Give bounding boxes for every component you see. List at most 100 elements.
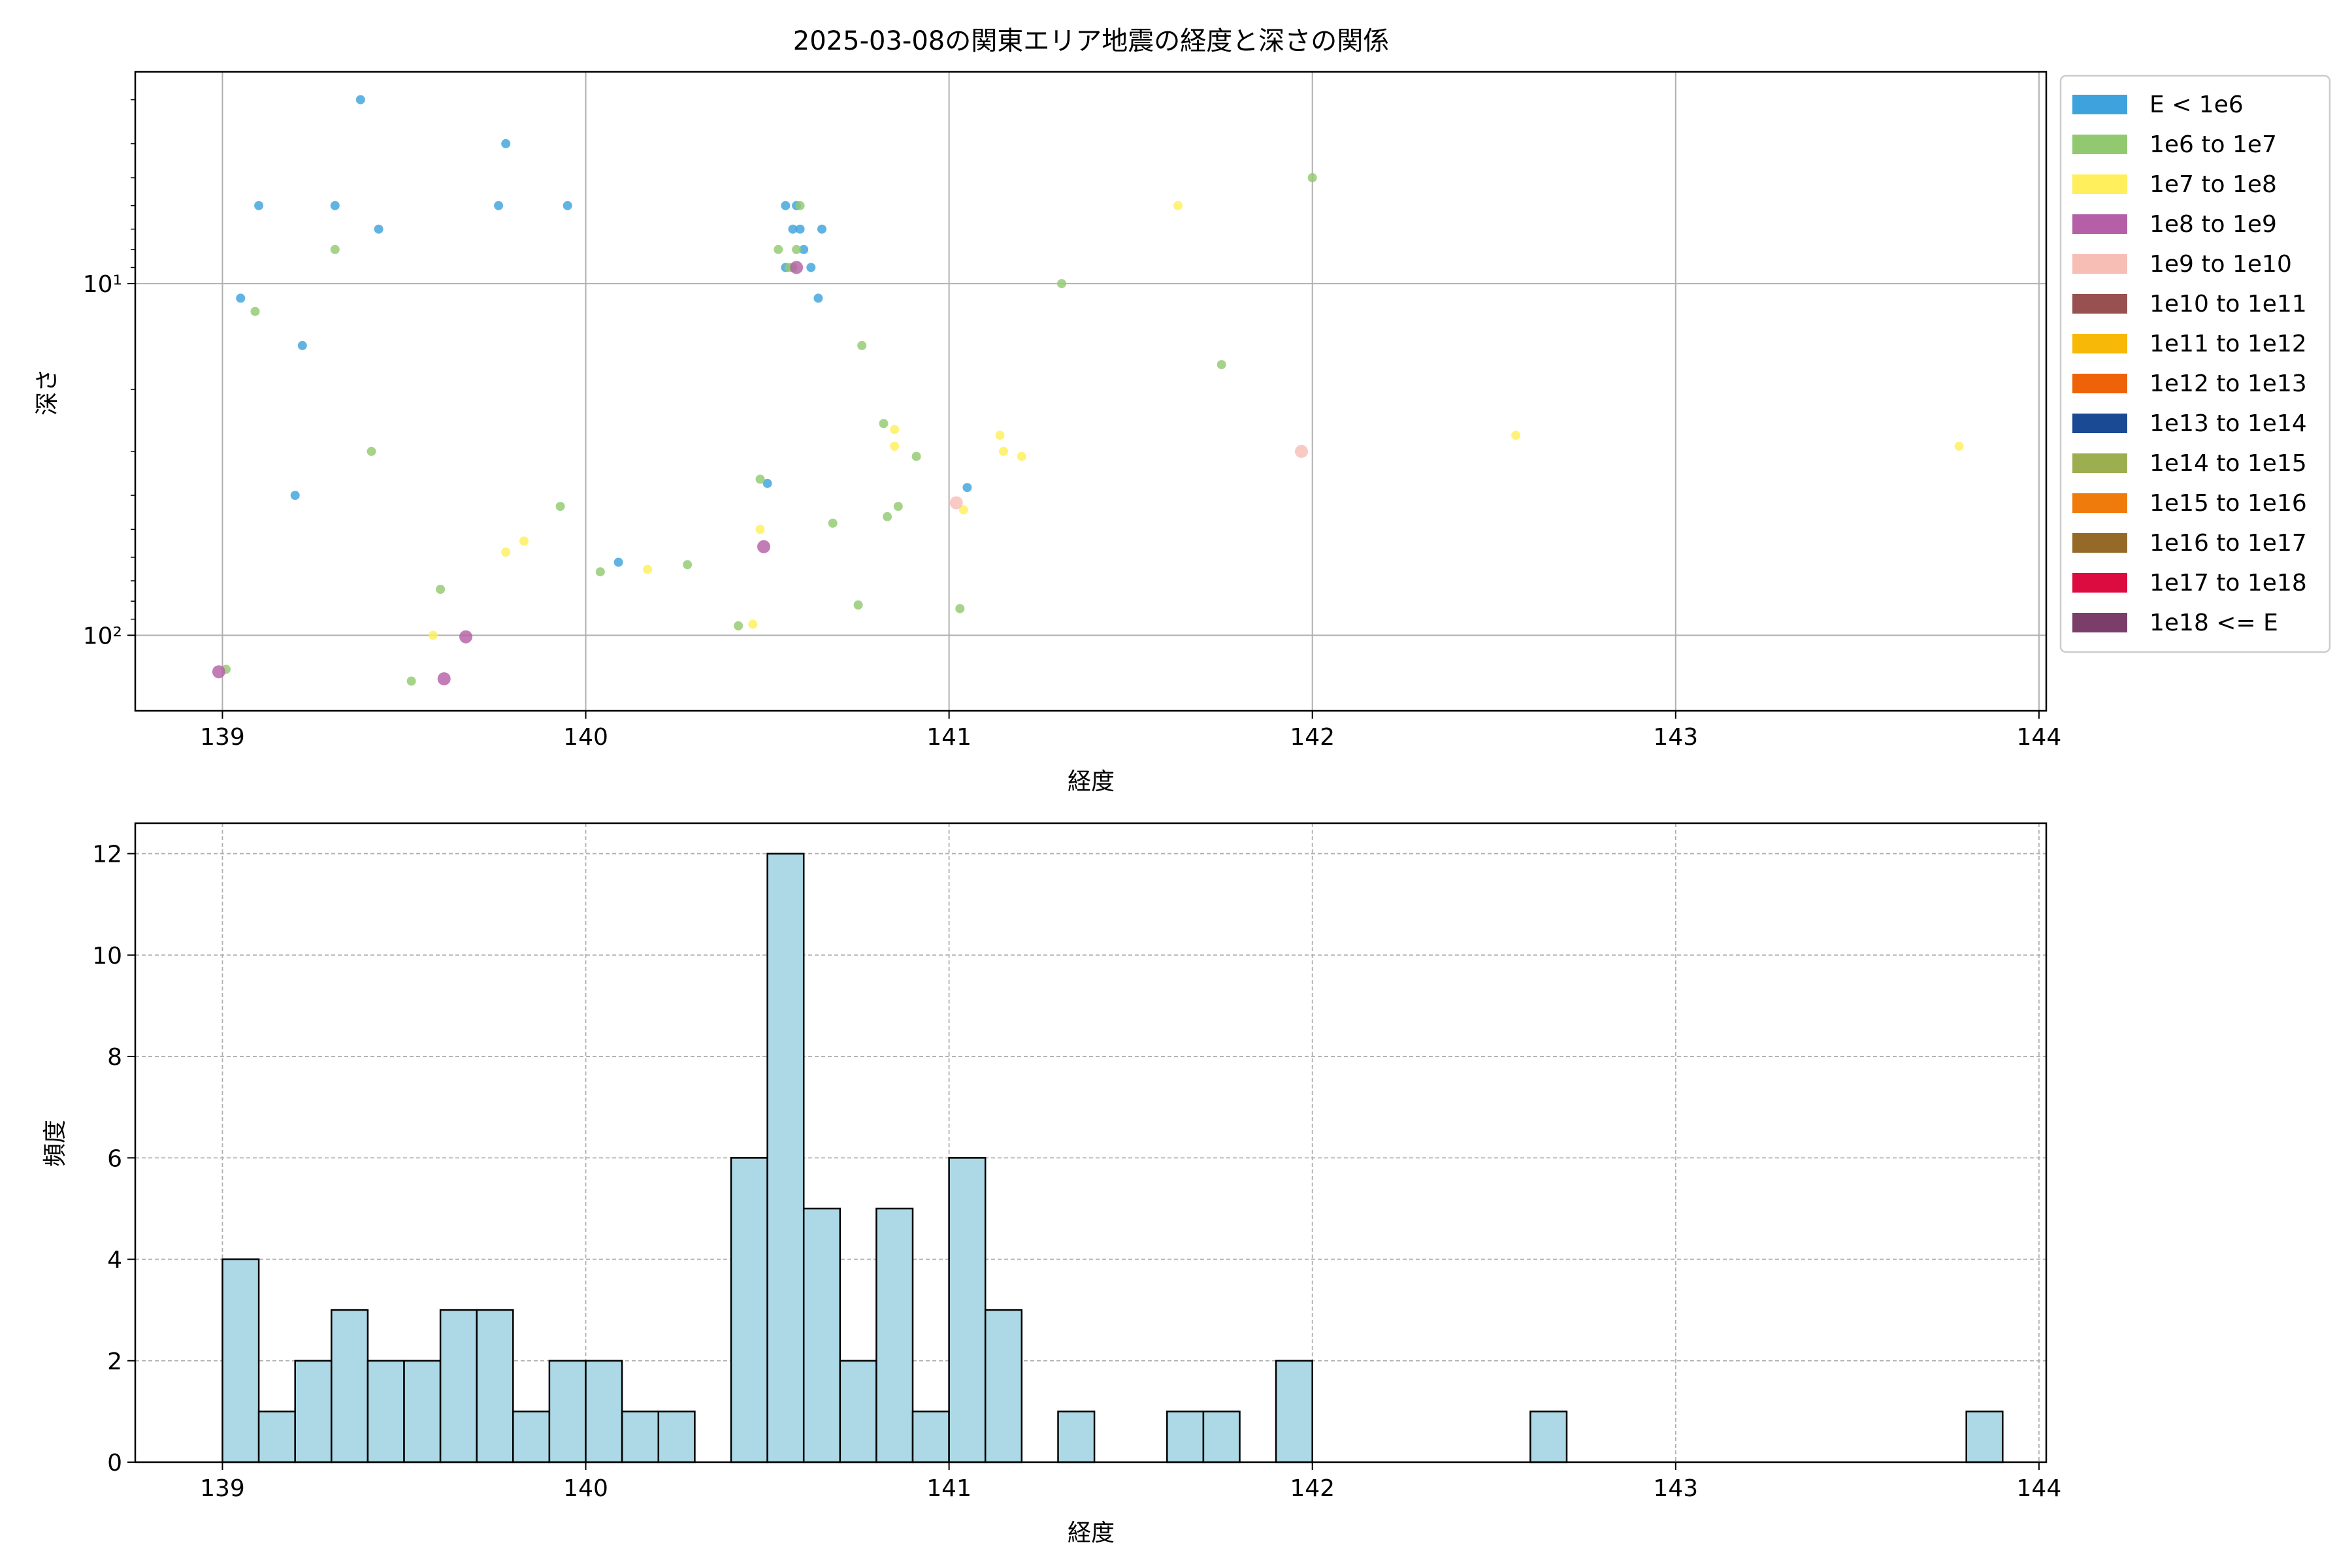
histogram-bar: [439, 1309, 478, 1463]
histogram-x-tick-label: 143: [1653, 1475, 1698, 1502]
scatter-point: [1173, 201, 1183, 210]
scatter-point: [236, 293, 246, 303]
scatter-point: [212, 665, 225, 679]
legend: E < 1e6 1e6 to 1e7 1e7 to 1e8 1e8 to 1e9 1e9…: [2059, 74, 2331, 653]
scatter-y-ticks: 10¹ 10²: [83, 99, 135, 649]
legend-label: 1e18 <= E: [2149, 610, 2278, 636]
scatter-point: [813, 293, 823, 303]
scatter-point: [762, 478, 772, 488]
legend-swatch: [2072, 95, 2127, 114]
histogram-x-tick-label: 140: [563, 1475, 608, 1502]
scatter-point: [494, 201, 504, 210]
scatter-panel: 2025-03-08の関東エリア地震の経度と深さの関係 139 140 141 142…: [34, 26, 2331, 795]
scatter-x-tick-label: 141: [926, 724, 972, 751]
legend-label: 1e7 to 1e8: [2149, 171, 2277, 198]
scatter-y-axis-label: 深さ: [34, 368, 61, 416]
histogram-bar: [875, 1207, 914, 1463]
legend-box: [2059, 74, 2331, 653]
histogram-bar: [367, 1360, 405, 1463]
scatter-point: [367, 446, 376, 456]
legend-label: 1e10 to 1e11: [2149, 291, 2307, 318]
scatter-x-axis-label: 経度: [1068, 768, 1115, 795]
histogram-x-tick-label: 139: [200, 1475, 245, 1502]
legend-swatch: [2072, 214, 2127, 234]
scatter-point: [1057, 279, 1066, 289]
histogram-plot-frame: [134, 822, 2048, 1463]
legend-swatch: [2072, 493, 2127, 513]
histogram-bar: [1275, 1360, 1313, 1463]
legend-label: 1e9 to 1e10: [2149, 251, 2292, 278]
histogram-y-tick-label: 6: [107, 1145, 122, 1172]
scatter-point: [501, 547, 511, 557]
legend-label: E < 1e6: [2149, 91, 2244, 118]
scatter-x-tick-label: 142: [1290, 724, 1335, 751]
legend-items: E < 1e6 1e6 to 1e7 1e7 to 1e8 1e8 to 1e9 1e9…: [2072, 91, 2307, 636]
scatter-point: [857, 340, 867, 350]
scatter-point: [355, 95, 365, 105]
histogram-bars: [221, 853, 2004, 1463]
scatter-point: [1295, 444, 1308, 458]
scatter-point: [297, 340, 307, 350]
scatter-point: [806, 263, 816, 272]
scatter-point: [799, 244, 809, 254]
legend-swatch: [2072, 254, 2127, 274]
histogram-bar: [657, 1411, 696, 1463]
scatter-point: [519, 536, 529, 546]
histogram-bar: [802, 1207, 841, 1463]
scatter-point: [774, 244, 783, 254]
scatter-point: [879, 419, 889, 429]
histogram-bar: [257, 1411, 296, 1463]
scatter-point: [962, 483, 972, 493]
histogram-x-tick-label: 144: [2017, 1475, 2062, 1502]
histogram-bar: [585, 1360, 623, 1463]
histogram-bar: [1057, 1411, 1096, 1463]
scatter-point: [883, 512, 892, 521]
scatter-point: [250, 306, 260, 316]
scatter-point: [1017, 451, 1026, 461]
legend-label: 1e14 to 1e15: [2149, 450, 2307, 477]
histogram-bar: [1202, 1411, 1241, 1463]
histogram-y-tick-label: 10: [92, 943, 122, 970]
histogram-bar: [730, 1157, 768, 1463]
scatter-point: [613, 557, 623, 567]
histogram-bar: [548, 1360, 587, 1463]
scatter-point: [949, 496, 963, 510]
histogram-x-ticks: 139 140 141 142 143 144: [200, 1462, 2061, 1502]
scatter-x-tick-label: 143: [1653, 724, 1698, 751]
histogram-bar: [403, 1360, 442, 1463]
legend-label: 1e15 to 1e16: [2149, 490, 2307, 517]
legend-swatch: [2072, 174, 2127, 194]
histogram-y-axis-label: 頻度: [42, 1120, 69, 1167]
histogram-y-ticks: 0 2 4 6 8 10 12: [92, 841, 135, 1477]
histogram-y-tick-label: 4: [107, 1247, 122, 1274]
scatter-point: [459, 630, 472, 644]
histogram-bar: [621, 1411, 660, 1463]
scatter-point: [429, 630, 438, 640]
legend-label: 1e16 to 1e17: [2149, 530, 2307, 557]
scatter-point: [1954, 442, 1964, 451]
legend-label: 1e13 to 1e14: [2149, 410, 2307, 437]
legend-swatch: [2072, 453, 2127, 473]
legend-swatch: [2072, 135, 2127, 154]
legend-swatch: [2072, 334, 2127, 353]
histogram-bar: [476, 1309, 514, 1463]
legend-swatch: [2072, 294, 2127, 314]
histogram-bar: [1965, 1411, 2004, 1463]
scatter-point: [890, 442, 900, 451]
scatter-point: [374, 224, 384, 234]
histogram-bar: [766, 853, 805, 1463]
scatter-point: [437, 672, 451, 685]
scatter-x-tick-label: 139: [200, 724, 245, 751]
histogram-x-tick-label: 142: [1290, 1475, 1335, 1502]
scatter-point: [330, 244, 340, 254]
scatter-point: [748, 619, 758, 629]
scatter-point: [436, 585, 446, 594]
scatter-point: [1307, 173, 1317, 182]
scatter-point: [406, 676, 416, 686]
legend-label: 1e8 to 1e9: [2149, 211, 2277, 238]
scatter-point: [790, 261, 804, 274]
histogram-y-tick-label: 12: [92, 841, 122, 868]
scatter-plot-frame: [134, 71, 2048, 712]
legend-swatch: [2072, 533, 2127, 553]
histogram-bar: [1529, 1411, 1568, 1463]
